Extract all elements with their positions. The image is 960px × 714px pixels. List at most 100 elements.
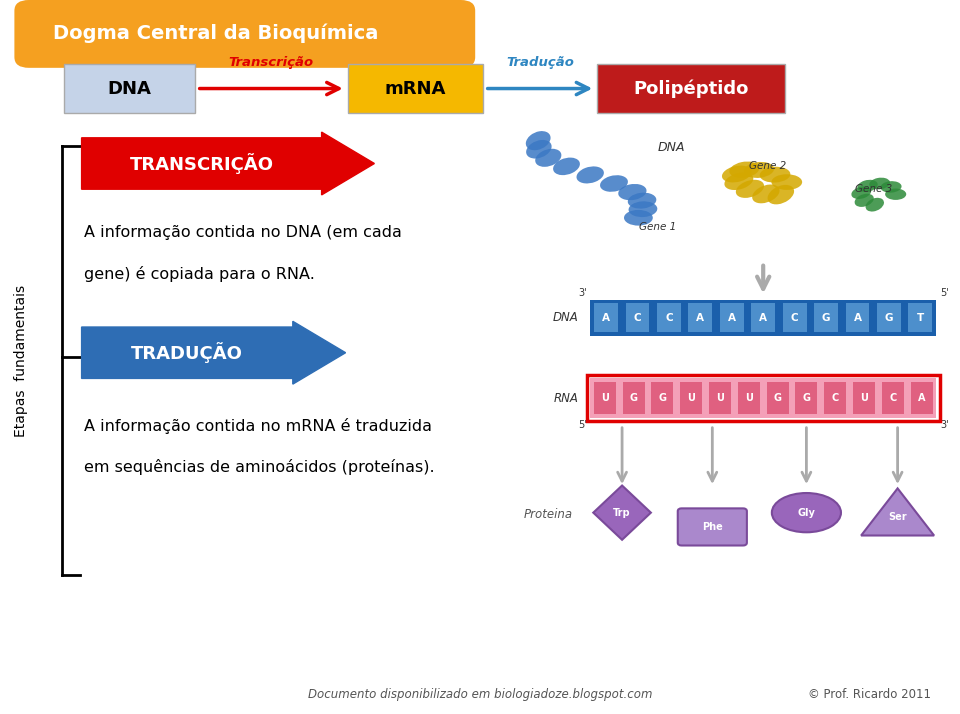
- Ellipse shape: [618, 184, 646, 200]
- FancyBboxPatch shape: [14, 0, 475, 68]
- Text: em sequências de aminoácidos (proteínas).: em sequências de aminoácidos (proteínas)…: [84, 459, 435, 475]
- Text: A informação contida no DNA (em cada: A informação contida no DNA (em cada: [84, 225, 402, 240]
- Text: TRANSCRIÇÃO: TRANSCRIÇÃO: [130, 153, 274, 174]
- Ellipse shape: [880, 181, 901, 193]
- FancyBboxPatch shape: [657, 303, 681, 332]
- Text: G: G: [774, 393, 781, 403]
- Text: DNA: DNA: [553, 311, 579, 324]
- Text: C: C: [831, 393, 839, 403]
- Polygon shape: [861, 488, 934, 536]
- FancyBboxPatch shape: [876, 303, 900, 332]
- Text: A: A: [602, 313, 611, 323]
- FancyBboxPatch shape: [594, 303, 618, 332]
- Ellipse shape: [885, 188, 906, 200]
- FancyBboxPatch shape: [782, 303, 806, 332]
- FancyBboxPatch shape: [678, 508, 747, 545]
- Text: gene) é copiada para o RNA.: gene) é copiada para o RNA.: [84, 266, 315, 282]
- FancyBboxPatch shape: [652, 383, 673, 414]
- Text: 5': 5': [940, 288, 948, 298]
- Text: 3': 3': [578, 288, 587, 298]
- Text: G: G: [630, 393, 637, 403]
- Text: C: C: [634, 313, 641, 323]
- Ellipse shape: [722, 166, 752, 183]
- Text: U: U: [716, 393, 724, 403]
- Text: mRNA: mRNA: [385, 79, 445, 98]
- Text: A: A: [728, 313, 735, 323]
- FancyBboxPatch shape: [681, 383, 702, 414]
- Text: Gene 3: Gene 3: [855, 184, 892, 194]
- Text: T: T: [917, 313, 924, 323]
- Text: Proteina: Proteina: [524, 508, 573, 521]
- Polygon shape: [593, 486, 651, 540]
- Text: C: C: [665, 313, 673, 323]
- Text: G: G: [822, 313, 830, 323]
- Ellipse shape: [869, 178, 890, 189]
- Text: DNA: DNA: [658, 141, 685, 154]
- Text: C: C: [889, 393, 897, 403]
- FancyBboxPatch shape: [738, 383, 759, 414]
- Ellipse shape: [725, 173, 754, 190]
- Text: U: U: [745, 393, 753, 403]
- Ellipse shape: [759, 167, 790, 183]
- Text: U: U: [687, 393, 695, 403]
- Text: DNA: DNA: [108, 79, 152, 98]
- Text: TRADUÇÃO: TRADUÇÃO: [132, 342, 243, 363]
- FancyBboxPatch shape: [882, 383, 903, 414]
- Text: U: U: [860, 393, 868, 403]
- FancyBboxPatch shape: [853, 383, 875, 414]
- Text: Ser: Ser: [888, 512, 907, 522]
- FancyBboxPatch shape: [825, 383, 846, 414]
- FancyBboxPatch shape: [626, 303, 650, 332]
- FancyBboxPatch shape: [590, 300, 936, 336]
- Text: G: G: [884, 313, 893, 323]
- Ellipse shape: [553, 158, 580, 175]
- FancyBboxPatch shape: [597, 64, 785, 113]
- Text: Gene 1: Gene 1: [639, 222, 676, 232]
- Ellipse shape: [735, 180, 764, 198]
- FancyBboxPatch shape: [846, 303, 870, 332]
- Ellipse shape: [629, 201, 658, 217]
- Text: Documento disponibilizado em biologiadoze.blogspot.com: Documento disponibilizado em biologiadoz…: [308, 688, 652, 700]
- FancyBboxPatch shape: [590, 378, 936, 418]
- Text: © Prof. Ricardo 2011: © Prof. Ricardo 2011: [808, 688, 931, 700]
- Text: Etapas  fundamentais: Etapas fundamentais: [14, 284, 28, 437]
- FancyBboxPatch shape: [767, 383, 788, 414]
- Ellipse shape: [854, 193, 874, 207]
- FancyBboxPatch shape: [911, 383, 932, 414]
- Ellipse shape: [526, 131, 551, 150]
- Text: G: G: [803, 393, 810, 403]
- Text: Transcrição: Transcrição: [228, 56, 314, 69]
- Polygon shape: [82, 132, 374, 195]
- Ellipse shape: [577, 166, 604, 183]
- Text: Polipéptido: Polipéptido: [634, 79, 749, 98]
- Ellipse shape: [852, 186, 872, 199]
- Text: Gene 2: Gene 2: [750, 161, 786, 171]
- FancyBboxPatch shape: [594, 383, 615, 414]
- Text: Gly: Gly: [798, 508, 815, 518]
- Text: C: C: [791, 313, 799, 323]
- Ellipse shape: [526, 140, 552, 159]
- Ellipse shape: [768, 185, 794, 204]
- Ellipse shape: [772, 174, 803, 190]
- Ellipse shape: [624, 210, 653, 226]
- Text: Dogma Central da Bioquímica: Dogma Central da Bioquímica: [53, 24, 378, 44]
- Text: A: A: [759, 313, 767, 323]
- Text: 3': 3': [940, 420, 948, 430]
- Text: A: A: [696, 313, 705, 323]
- Text: Trp: Trp: [613, 508, 631, 518]
- FancyBboxPatch shape: [64, 64, 195, 113]
- Text: A: A: [853, 313, 861, 323]
- FancyBboxPatch shape: [908, 303, 932, 332]
- FancyBboxPatch shape: [623, 383, 644, 414]
- Text: U: U: [601, 393, 609, 403]
- FancyBboxPatch shape: [709, 383, 731, 414]
- FancyBboxPatch shape: [752, 303, 775, 332]
- Ellipse shape: [857, 180, 877, 192]
- Ellipse shape: [772, 493, 841, 533]
- Polygon shape: [82, 321, 346, 384]
- FancyBboxPatch shape: [720, 303, 744, 332]
- Text: 5': 5': [578, 420, 587, 430]
- Text: Tradução: Tradução: [506, 56, 574, 69]
- Ellipse shape: [730, 161, 759, 178]
- FancyBboxPatch shape: [796, 383, 817, 414]
